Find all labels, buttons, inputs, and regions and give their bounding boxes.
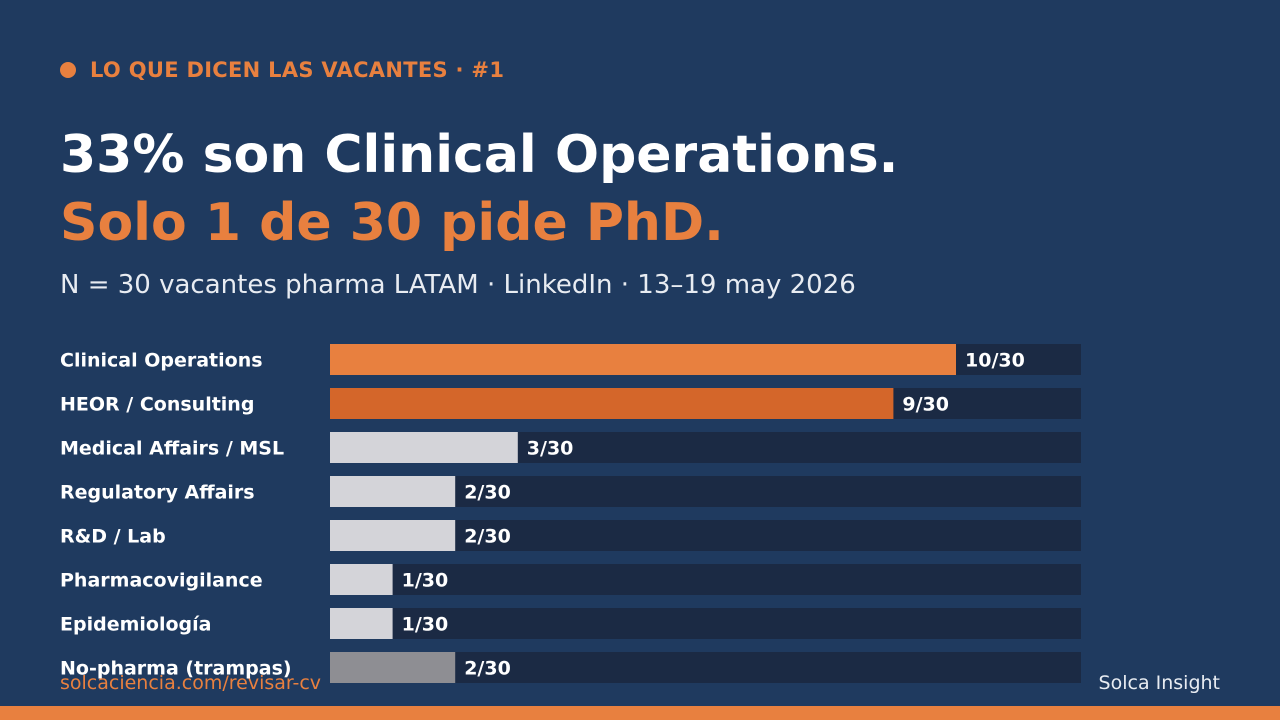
bar-track — [330, 608, 1081, 639]
value-label: 9/30 — [902, 394, 949, 416]
category-label: No-pharma (trampas) — [60, 658, 292, 680]
value-label: 2/30 — [464, 658, 511, 680]
bar-row: No-pharma (trampas) 2/30 — [60, 652, 1081, 683]
value-label: 2/30 — [464, 526, 511, 548]
value-label: 1/30 — [402, 614, 449, 636]
bar — [330, 432, 518, 463]
bar — [330, 608, 393, 639]
footer-link[interactable]: solcaciencia.com/revisar-cv — [60, 672, 322, 694]
value-label: 10/30 — [965, 350, 1025, 372]
bullet-dot-icon — [60, 62, 76, 78]
bar-row: Medical Affairs / MSL 3/30 — [60, 432, 1081, 463]
bar-row: R&D / Lab 2/30 — [60, 520, 1081, 551]
category-label: Regulatory Affairs — [60, 482, 255, 504]
kicker: LO QUE DICEN LAS VACANTES · #1 — [60, 58, 504, 82]
bar — [330, 520, 456, 551]
bar — [330, 388, 894, 419]
bar-row: Regulatory Affairs 2/30 — [60, 476, 1081, 507]
bar-track — [330, 564, 1081, 595]
footer-brand: Solca Insight — [1098, 672, 1220, 694]
value-label: 3/30 — [527, 438, 574, 460]
bar — [330, 476, 456, 507]
category-label: Medical Affairs / MSL — [60, 438, 284, 460]
category-label: HEOR / Consulting — [60, 394, 254, 416]
headline-accent: Solo 1 de 30 pide PhD. — [60, 193, 724, 253]
bar-row: Clinical Operations 10/30 — [60, 344, 1081, 375]
category-label: R&D / Lab — [60, 526, 166, 548]
bar-row: HEOR / Consulting 9/30 — [60, 388, 1081, 419]
category-label: Epidemiología — [60, 614, 211, 636]
category-label: Clinical Operations — [60, 350, 263, 372]
value-label: 1/30 — [402, 570, 449, 592]
bar-row: Epidemiología 1/30 — [60, 608, 1081, 639]
headline: 33% son Clinical Operations. — [60, 125, 899, 185]
category-label: Pharmacovigilance — [60, 570, 263, 592]
bottom-accent-bar — [0, 706, 1280, 720]
value-label: 2/30 — [464, 482, 511, 504]
subtitle: N = 30 vacantes pharma LATAM · LinkedIn … — [60, 270, 856, 300]
bar — [330, 344, 956, 375]
bar — [330, 652, 456, 683]
bar-row: Pharmacovigilance 1/30 — [60, 564, 1081, 595]
kicker-text: LO QUE DICEN LAS VACANTES · #1 — [90, 58, 505, 82]
bar — [330, 564, 393, 595]
